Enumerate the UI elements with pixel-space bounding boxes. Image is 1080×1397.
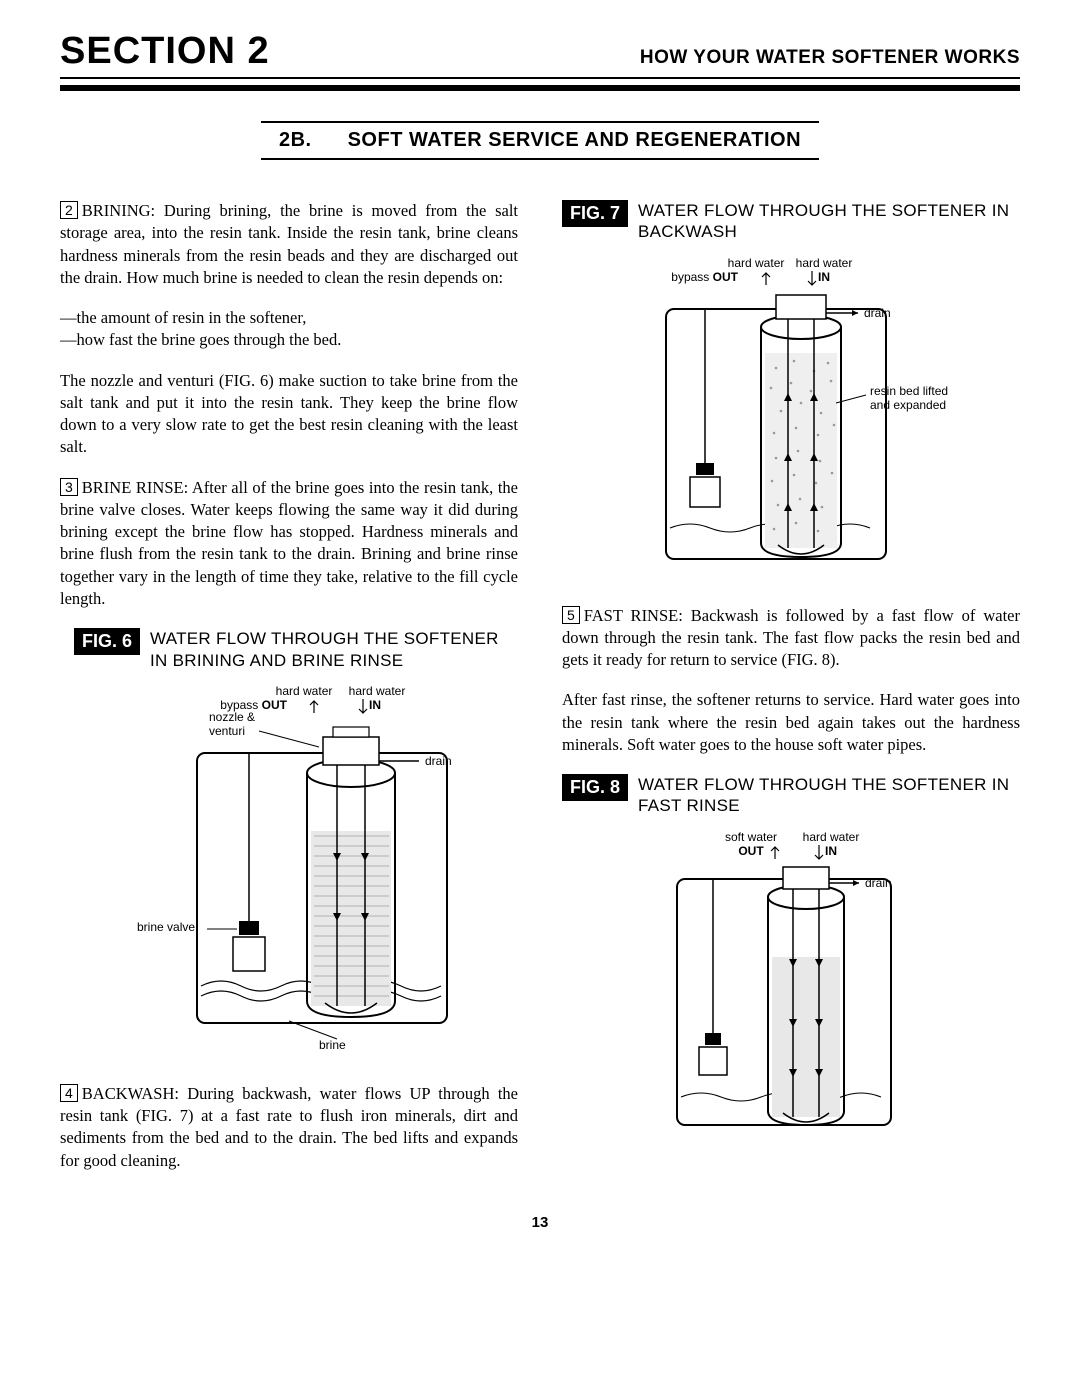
brining-text: BRINING: During brining, the brine is mo… [60, 201, 518, 287]
content-columns: 2BRINING: During brining, the brine is m… [60, 200, 1020, 1190]
depends-list: ––the amount of resin in the softener, –… [60, 307, 518, 352]
left-column: 2BRINING: During brining, the brine is m… [60, 200, 518, 1190]
page-number: 13 [60, 1214, 1020, 1231]
list-item: ––how fast the brine goes through the be… [60, 329, 518, 351]
page-header: SECTION 2 HOW YOUR WATER SOFTENER WORKS [60, 30, 1020, 79]
brine-rinse-text: BRINE RINSE: After all of the brine goes… [60, 478, 518, 608]
svg-text:bypass OUT: bypass OUT [671, 270, 738, 284]
svg-text:and expanded: and expanded [870, 398, 946, 412]
step-num-4: 4 [60, 1084, 78, 1102]
fig8-svg: soft water OUT hard water IN [641, 827, 941, 1147]
para-nozzle: The nozzle and venturi (FIG. 6) make suc… [60, 370, 518, 459]
svg-text:soft water: soft water [725, 830, 777, 844]
svg-text:hard water: hard water [728, 256, 785, 270]
svg-text:brine valve: brine valve [137, 920, 195, 934]
svg-text:IN: IN [369, 698, 381, 712]
fig8-tag: FIG. 8 [562, 774, 628, 801]
backwash-text: BACKWASH: During backwash, water flows U… [60, 1084, 518, 1170]
fig6-heading: FIG. 6 WATER FLOW THROUGH THE SOFTENER I… [74, 628, 518, 671]
svg-text:drain: drain [425, 754, 452, 768]
svg-text:drain: drain [865, 876, 892, 890]
para-brine-rinse: 3BRINE RINSE: After all of the brine goe… [60, 477, 518, 611]
fast-rinse-text: FAST RINSE: Backwash is followed by a fa… [562, 606, 1020, 670]
fig6-diagram: hard water bypass OUT hard water IN nozz… [60, 681, 518, 1061]
right-column: FIG. 7 WATER FLOW THROUGH THE SOFTENER I… [562, 200, 1020, 1190]
para-backwash: 4BACKWASH: During backwash, water flows … [60, 1083, 518, 1172]
para-brining: 2BRINING: During brining, the brine is m… [60, 200, 518, 289]
header-rule [60, 85, 1020, 91]
section-number: SECTION 2 [60, 30, 270, 73]
svg-text:drain: drain [864, 306, 891, 320]
svg-text:hard water: hard water [796, 256, 853, 270]
fig6-tag: FIG. 6 [74, 628, 140, 655]
svg-text:OUT: OUT [738, 844, 764, 858]
subheading-wrap: 2B. SOFT WATER SERVICE AND REGENERATION [60, 121, 1020, 160]
section-title: HOW YOUR WATER SOFTENER WORKS [640, 47, 1020, 69]
subheading-text: SOFT WATER SERVICE AND REGENERATION [348, 129, 801, 151]
fig7-heading: FIG. 7 WATER FLOW THROUGH THE SOFTENER I… [562, 200, 1020, 243]
fig7-tag: FIG. 7 [562, 200, 628, 227]
para-fast-rinse: 5FAST RINSE: Backwash is followed by a f… [562, 605, 1020, 672]
list-item: ––the amount of resin in the softener, [60, 307, 518, 329]
subheading-num: 2B. [279, 129, 312, 151]
fig8-diagram: soft water OUT hard water IN [562, 827, 1020, 1147]
svg-text:nozzle &: nozzle & [209, 710, 255, 724]
svg-text:resin bed lifted: resin bed lifted [870, 384, 948, 398]
fig7-caption: WATER FLOW THROUGH THE SOFTENER IN BACKW… [638, 200, 1020, 243]
svg-text:hard water: hard water [276, 684, 333, 698]
svg-text:venturi: venturi [209, 724, 245, 738]
fig6-caption: WATER FLOW THROUGH THE SOFTENER IN BRINI… [150, 628, 518, 671]
svg-text:hard water: hard water [349, 684, 406, 698]
step-num-2: 2 [60, 201, 78, 219]
fig7-svg: hard water bypass OUT hard water IN [626, 253, 956, 583]
step-num-5: 5 [562, 606, 580, 624]
para-after: After fast rinse, the softener returns t… [562, 689, 1020, 756]
subheading: 2B. SOFT WATER SERVICE AND REGENERATION [261, 121, 819, 160]
fig6-svg: hard water bypass OUT hard water IN nozz… [119, 681, 459, 1061]
svg-text:IN: IN [818, 270, 830, 284]
step-num-3: 3 [60, 478, 78, 496]
svg-text:brine: brine [319, 1038, 346, 1052]
fig8-heading: FIG. 8 WATER FLOW THROUGH THE SOFTENER I… [562, 774, 1020, 817]
fig7-diagram: hard water bypass OUT hard water IN [562, 253, 1020, 583]
svg-text:IN: IN [825, 844, 837, 858]
svg-text:hard water: hard water [803, 830, 860, 844]
fig8-caption: WATER FLOW THROUGH THE SOFTENER IN FAST … [638, 774, 1020, 817]
